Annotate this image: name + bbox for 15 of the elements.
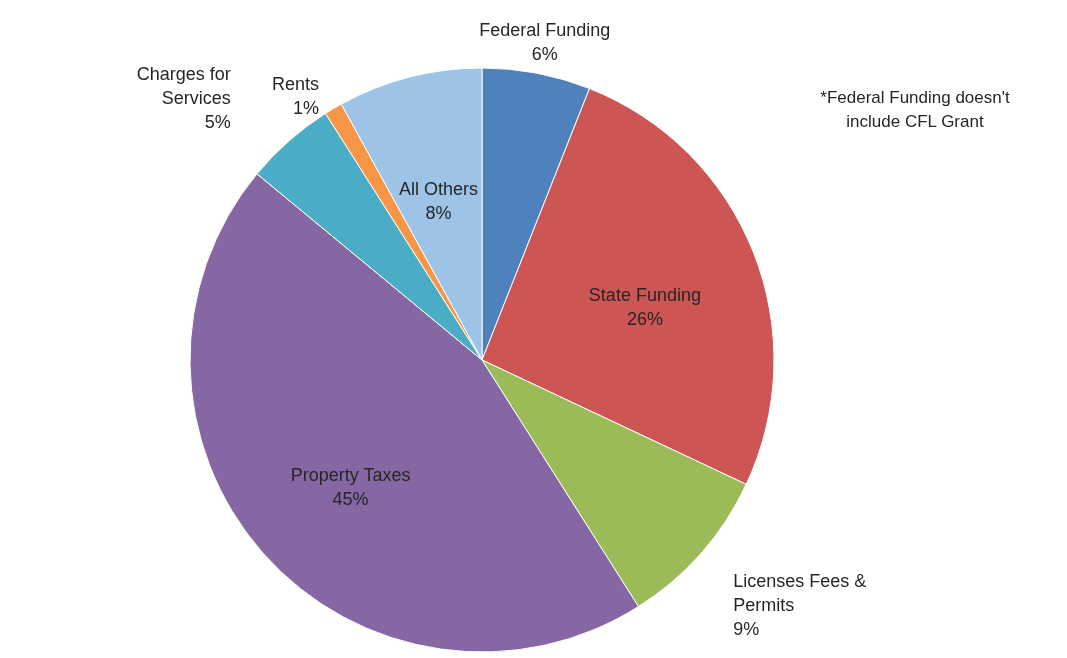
slice-label: State Funding xyxy=(588,284,701,305)
data-label: 1% xyxy=(293,97,320,118)
data-label: 45% xyxy=(332,488,369,509)
text: *Federal Funding doesn't include CFL Grant xyxy=(820,88,1010,131)
data-label: 8% xyxy=(425,203,452,224)
slice-label: Federal Funding xyxy=(479,19,611,40)
slice-label: Charges for Services xyxy=(136,63,231,108)
data-label: 6% xyxy=(531,43,558,64)
data-label: 5% xyxy=(204,111,231,132)
slice-label: All Others xyxy=(398,179,478,200)
slice-label: Licenses Fees & Permits xyxy=(733,570,867,615)
slice-label: Property Taxes xyxy=(290,464,411,485)
data-label: 9% xyxy=(733,618,760,639)
slice-label: Rents xyxy=(272,73,320,94)
data-label: 26% xyxy=(626,308,663,329)
